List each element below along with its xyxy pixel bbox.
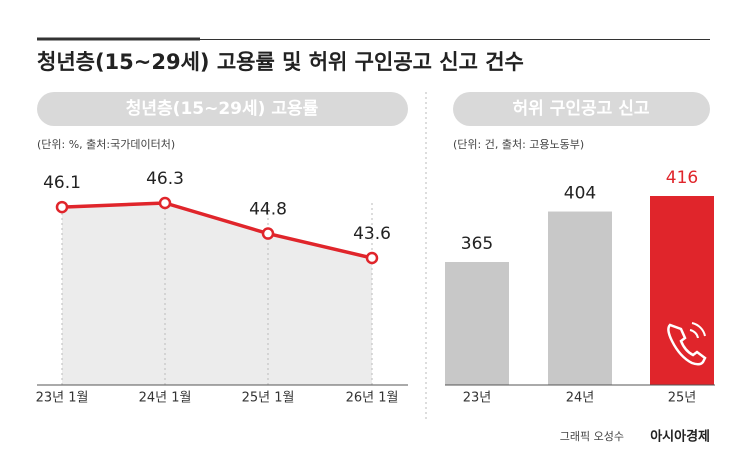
unit-note: (단위: 건, 출처: 고용노동부)	[453, 138, 584, 151]
bar	[445, 262, 509, 385]
phone-icon	[667, 323, 707, 366]
x-label: 25년	[668, 391, 697, 406]
x-label: 23년	[463, 391, 492, 406]
area	[62, 203, 372, 385]
credit: 그래픽 오성수	[560, 430, 624, 443]
x-label: 26년 1월	[346, 391, 399, 406]
bar	[548, 211, 612, 385]
x-label: 24년 1월	[139, 391, 192, 406]
panel-header	[37, 92, 408, 126]
value-label: 365	[461, 234, 493, 254]
unit-note: (단위: %, 출처:국가데이터처)	[37, 138, 175, 151]
value-label: 44.8	[249, 200, 287, 220]
x-label: 25년 1월	[242, 391, 295, 406]
panel-title: 청년층(15~29세) 고용률	[126, 98, 319, 119]
value-label: 46.1	[43, 173, 81, 193]
value-label: 43.6	[353, 224, 391, 244]
point	[261, 227, 275, 240]
phone-waves	[689, 322, 706, 339]
point	[158, 196, 172, 210]
bar	[650, 196, 714, 385]
line	[61, 201, 373, 260]
publisher: 아시아경제	[650, 429, 710, 445]
value-label: 46.3	[146, 169, 184, 189]
x-label: 24년	[566, 391, 595, 406]
panel-title: 허위 구인공고 신고	[513, 99, 650, 119]
x-label: 23년 1월	[36, 391, 89, 406]
panel-header	[453, 92, 710, 126]
point	[55, 200, 69, 214]
value-label: 416	[666, 168, 698, 188]
point	[365, 251, 379, 265]
title: 청년층(15~29세) 고용률 및 허위 구인공고 신고 건수	[37, 50, 524, 74]
value-label: 404	[564, 184, 596, 204]
